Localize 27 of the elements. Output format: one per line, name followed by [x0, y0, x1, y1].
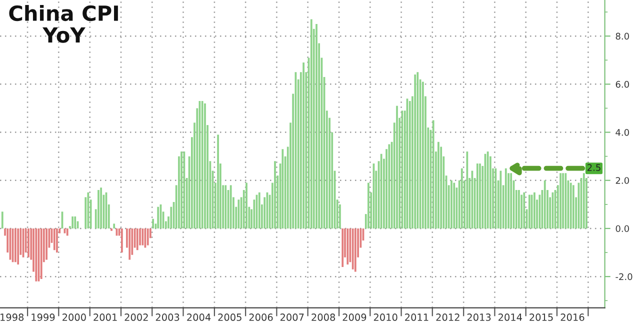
- y-tick-label: 2.0: [616, 177, 629, 184]
- x-tick-label: 2014: [498, 314, 522, 321]
- x-tick-label: 2015: [530, 314, 553, 321]
- y-tick-label: 8.0: [616, 32, 629, 40]
- x-tick-label: 2001: [94, 314, 117, 321]
- x-tick-label: 2006: [249, 314, 273, 321]
- annotation: 2.5: [587, 164, 600, 171]
- x-tick-label: 2012: [436, 314, 460, 321]
- x-tick-label: 2016: [560, 314, 584, 321]
- x-tick-label: 2002: [124, 314, 148, 321]
- x-tick-label: 2007: [280, 314, 304, 321]
- x-tick-label: 2000: [62, 314, 86, 321]
- y-tick-label: 6.0: [616, 80, 629, 88]
- y-tick-label: -2.0: [616, 273, 632, 280]
- x-tick-label: 2011: [405, 314, 428, 321]
- x-tick-label: 2008: [312, 314, 336, 321]
- x-tick-label: 2010: [374, 314, 398, 321]
- x-tick-label: 2003: [156, 314, 180, 321]
- x-tick-label: 2004: [187, 314, 211, 321]
- x-tick-label: 2005: [218, 314, 242, 321]
- y-tick-label: 4.0: [616, 129, 629, 136]
- x-tick-label: 2009: [342, 314, 366, 321]
- y-tick-label: 0.0: [616, 225, 629, 232]
- text: China CPI YoY: [9, 4, 118, 43]
- x-tick-label: 1999: [32, 314, 55, 321]
- x-tick-label: 2013: [467, 314, 491, 321]
- x-tick-label: 1998: [0, 314, 24, 321]
